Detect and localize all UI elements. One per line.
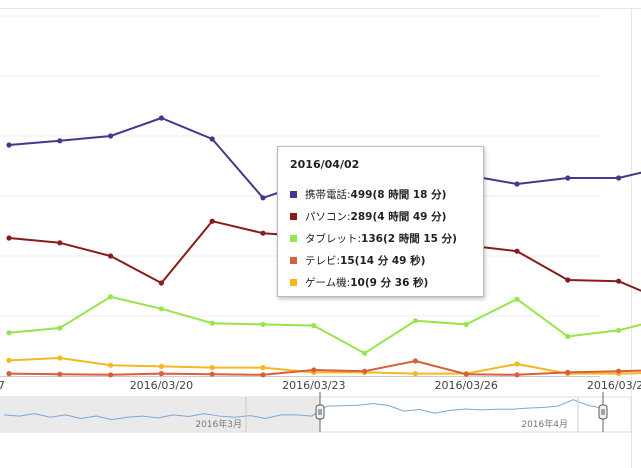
data-point xyxy=(6,235,12,241)
data-point xyxy=(412,358,418,364)
tooltip-series-value: 136(2 時間 15 分) xyxy=(361,232,457,245)
data-point xyxy=(412,371,418,377)
series-line xyxy=(8,295,641,355)
tooltip-row: ゲーム機: 10(9 分 36 秒) xyxy=(290,271,471,293)
data-point xyxy=(463,371,469,377)
data-point xyxy=(565,175,571,181)
data-point xyxy=(57,240,63,246)
data-point xyxy=(108,253,114,259)
data-point xyxy=(57,325,63,331)
legend-swatch xyxy=(290,278,297,286)
data-point xyxy=(158,306,164,312)
legend-swatch xyxy=(290,190,297,198)
x-tick-label: 2016/03/20 xyxy=(130,379,193,392)
tooltip-series-value: 289(4 時間 49 分) xyxy=(350,210,447,223)
navigator-handle-left[interactable] xyxy=(315,392,325,432)
data-point xyxy=(514,372,520,378)
data-point xyxy=(158,363,164,369)
data-point xyxy=(260,230,266,236)
tooltip-row: 携帯電話: 499(8 時間 18 分) xyxy=(290,183,471,205)
tooltip-series-label: タブレット: xyxy=(305,232,362,245)
data-point xyxy=(158,280,164,286)
data-point xyxy=(209,136,215,142)
data-point xyxy=(6,330,12,336)
navigator-mask xyxy=(0,397,320,432)
data-point xyxy=(6,357,12,363)
handle-grip xyxy=(598,404,608,420)
legend-swatch xyxy=(290,234,297,242)
tooltip-series-label: 携帯電話: xyxy=(305,188,351,201)
data-point xyxy=(362,350,368,356)
data-point xyxy=(108,372,114,378)
data-point xyxy=(514,248,520,254)
data-point xyxy=(6,371,12,377)
x-axis-ticks: 7 2016/03/20 2016/03/23 2016/03/26 2016/03/2… xyxy=(0,379,641,392)
data-point xyxy=(57,371,63,377)
series-3 xyxy=(6,294,641,356)
data-point xyxy=(412,318,418,324)
data-point xyxy=(209,320,215,326)
tooltip-row: テレビ: 15(14 分 49 秒) xyxy=(290,249,471,271)
tooltip-series-label: パソコン: xyxy=(305,210,351,223)
tooltip-rows: 携帯電話: 499(8 時間 18 分) パソコン: 289(4 時間 49 分)… xyxy=(290,183,471,293)
tooltip-series-value: 10(9 分 36 秒) xyxy=(350,276,429,289)
data-point xyxy=(514,181,520,187)
data-point xyxy=(108,294,114,300)
tooltip-series-value: 499(8 時間 18 分) xyxy=(350,188,447,201)
navigator-month-label: 2016年4月 xyxy=(521,418,568,430)
data-point xyxy=(57,355,63,361)
data-point xyxy=(616,327,622,333)
x-tick-label: 2016/03/23 xyxy=(282,379,345,392)
data-point xyxy=(362,368,368,374)
data-point xyxy=(260,372,266,378)
navigator-handle-right[interactable] xyxy=(598,392,608,432)
x-tick-label: 7 xyxy=(0,379,5,392)
data-point xyxy=(158,371,164,377)
data-point xyxy=(158,115,164,121)
x-tick-label: 2016/03/29 xyxy=(587,379,641,392)
tooltip-row: タブレット: 136(2 時間 15 分) xyxy=(290,227,471,249)
data-point xyxy=(514,296,520,302)
data-point xyxy=(209,371,215,377)
data-point xyxy=(311,367,317,373)
tooltip-title: 2016/04/02 xyxy=(290,158,360,171)
data-point xyxy=(616,278,622,284)
data-point xyxy=(260,321,266,327)
data-point xyxy=(57,138,63,144)
tooltip-series-value: 15(14 分 49 秒) xyxy=(340,254,426,267)
data-point xyxy=(6,142,12,148)
data-point xyxy=(260,195,266,201)
navigator-line xyxy=(3,399,605,421)
data-point xyxy=(260,365,266,371)
data-point xyxy=(209,218,215,224)
tooltip-series-label: テレビ: xyxy=(305,254,341,267)
x-tick-label: 2016/03/26 xyxy=(434,379,497,392)
data-point xyxy=(108,133,114,139)
data-point xyxy=(565,369,571,375)
data-point xyxy=(209,365,215,371)
handle-grip xyxy=(315,404,325,420)
tooltip-row: パソコン: 289(4 時間 49 分) xyxy=(290,205,471,227)
data-point xyxy=(565,277,571,283)
chart-tooltip: 2016/04/02 携帯電話: 499(8 時間 18 分) パソコン: 289… xyxy=(277,146,484,297)
data-point xyxy=(463,321,469,327)
tooltip-series-label: ゲーム機: xyxy=(305,276,351,289)
data-point xyxy=(616,368,622,374)
legend-swatch xyxy=(290,212,297,220)
series-line xyxy=(8,360,641,376)
legend-swatch xyxy=(290,256,297,264)
data-point xyxy=(311,323,317,329)
navigator-month-label: 2016年3月 xyxy=(195,418,242,430)
series-4 xyxy=(6,358,641,378)
data-point xyxy=(108,362,114,368)
data-point xyxy=(616,175,622,181)
navigator: 2016年3月 2016年4月 xyxy=(0,392,632,433)
data-point xyxy=(514,361,520,367)
data-point xyxy=(565,333,571,339)
